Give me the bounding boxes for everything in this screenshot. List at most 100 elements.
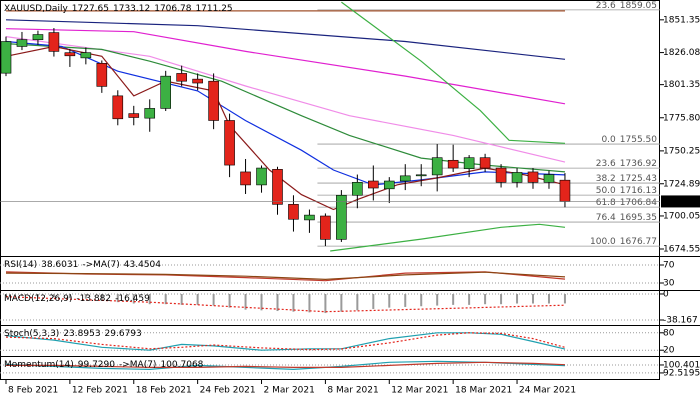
- label-part: 43.4504: [124, 260, 161, 270]
- x-tick-label: 24 Mar 2021: [519, 386, 576, 396]
- fib-label: 38.2 1725.43: [596, 174, 657, 184]
- y-tick-label: 20: [663, 346, 675, 356]
- candle-body: [272, 169, 283, 205]
- fib-label: 61.8 1706.84: [596, 198, 658, 208]
- y-tick-label: 1826.08: [663, 48, 700, 58]
- y-tick-label: 0: [663, 289, 669, 299]
- y-tick-label: 92.5195: [663, 368, 700, 378]
- fib-label: 100.0 1676.77: [590, 237, 657, 247]
- candle-body: [144, 108, 156, 119]
- y-tick-label: 70: [663, 261, 675, 271]
- x-tick-label: 8 Mar 2021: [327, 386, 378, 396]
- candle-body: [128, 113, 140, 118]
- candle-body: [32, 34, 44, 41]
- fib-price: 1736.92: [620, 159, 657, 169]
- label-part: 38.6031: [41, 260, 78, 270]
- candle-body: [399, 175, 411, 182]
- fib-label: 50.0 1716.13: [596, 186, 657, 196]
- chart-title: XAUUSD,Daily 1727.65 1733.12 1706.78 1711.25: [4, 4, 233, 14]
- candle-body: [543, 174, 555, 183]
- panel-label: RSI(14) 38.6031 ->MA(7) 43.4504: [4, 260, 161, 270]
- indicator-line: [341, 1, 566, 144]
- fib-price: 1859.05: [620, 0, 657, 10]
- candle-body: [80, 52, 92, 59]
- label-part: 23.8953: [63, 329, 100, 339]
- panel-label: MACD(12,26,9) -13.882 -16.459: [4, 294, 150, 304]
- indicator-line: [5, 332, 566, 351]
- panel: [0, 332, 660, 351]
- ohlc-low: 1706.78: [154, 4, 191, 14]
- x-tick-label: 24 Feb 2021: [200, 386, 256, 396]
- candle-body: [288, 204, 299, 220]
- candle-body: [192, 78, 203, 84]
- fib-label: 0.0 1755.50: [601, 135, 657, 145]
- y-tick-label: 1851.35: [663, 15, 700, 25]
- indicator-line: [5, 43, 566, 173]
- label-part: ->MA(7): [119, 360, 156, 370]
- candle-body: [495, 167, 507, 183]
- fib-ratio: 38.2: [596, 174, 616, 184]
- fib-label: 23.6 1736.92: [596, 159, 657, 169]
- panel-label: Stoch(5,3,3) 23.8953 29.6793: [4, 329, 142, 339]
- y-tick-label: 1674.55: [663, 245, 700, 255]
- candle-body: [463, 157, 475, 170]
- x-tick-label: 12 Feb 2021: [72, 386, 128, 396]
- last-price-box: [661, 195, 700, 208]
- label-part: Stoch(5,3,3): [4, 329, 59, 339]
- y-tick-label: 1801.35: [663, 80, 700, 90]
- indicator-line: [5, 271, 566, 281]
- indicator-line: [5, 296, 566, 313]
- panel: [0, 293, 660, 321]
- x-tick-label: 12 Mar 2021: [391, 386, 448, 396]
- candle-body: [304, 214, 315, 221]
- fib-price: 1755.50: [620, 135, 657, 145]
- indicator-line: [5, 28, 566, 105]
- indicator-line: [5, 19, 566, 60]
- panel-label: Momentum(14) 99.7290 ->MA(7) 100.7068: [4, 360, 204, 370]
- panel: [0, 360, 660, 374]
- label-part: -16.459: [115, 294, 150, 304]
- fib-ratio: 76.4: [596, 213, 616, 223]
- candle-body: [336, 194, 347, 240]
- last-price-label: 1711.25: [663, 197, 700, 207]
- candle-body: [447, 159, 459, 169]
- panel: [0, 264, 660, 284]
- panel: 23.6 1859.05 0.0 1755.50 23.6 1736.92 38.2 1725…: [0, 0, 660, 252]
- x-tick-label: 18 Feb 2021: [136, 386, 192, 396]
- symbol: XAUUSD,Daily: [4, 4, 68, 14]
- candle-body: [64, 52, 76, 57]
- y-tick-label: 1700.05: [663, 211, 700, 221]
- fib-label: 23.6 1859.05: [596, 0, 657, 10]
- candle-body: [112, 95, 124, 120]
- y-tick-label: -38.167: [663, 316, 698, 326]
- indicator-line: [5, 332, 566, 351]
- fib-price: 1725.43: [620, 174, 657, 184]
- label-part: RSI(14): [4, 260, 37, 270]
- candle-body: [352, 182, 363, 196]
- y-tick-label: 1775.80: [663, 113, 700, 123]
- candle-body: [415, 174, 427, 177]
- candle-body: [16, 39, 28, 47]
- indicator-line: [5, 36, 566, 163]
- candle-body: [431, 157, 443, 176]
- ohlc-high: 1733.12: [113, 4, 150, 14]
- label-part: 29.6793: [105, 329, 142, 339]
- fib-price: 1706.84: [620, 198, 657, 208]
- x-tick-label: 2 Mar 2021: [264, 386, 315, 396]
- fib-ratio: 61.8: [596, 198, 616, 208]
- candle-body: [96, 63, 108, 87]
- fib-ratio: 50.0: [596, 186, 616, 196]
- x-tick-label: 8 Feb 2021: [8, 386, 58, 396]
- label-part: 100.7068: [160, 360, 203, 370]
- label-part: MACD(12,26,9): [4, 294, 72, 304]
- indicator-line: [330, 223, 566, 252]
- label-part: Momentum(14): [4, 360, 74, 370]
- x-tick-label: 18 Mar 2021: [455, 386, 512, 396]
- candle-body: [176, 73, 187, 82]
- fib-price: 1716.13: [620, 186, 657, 196]
- fib-label: 76.4 1695.35: [596, 213, 657, 223]
- candle-body: [48, 32, 60, 52]
- candle-body: [320, 215, 331, 240]
- y-tick-label: 100.4012: [663, 360, 700, 370]
